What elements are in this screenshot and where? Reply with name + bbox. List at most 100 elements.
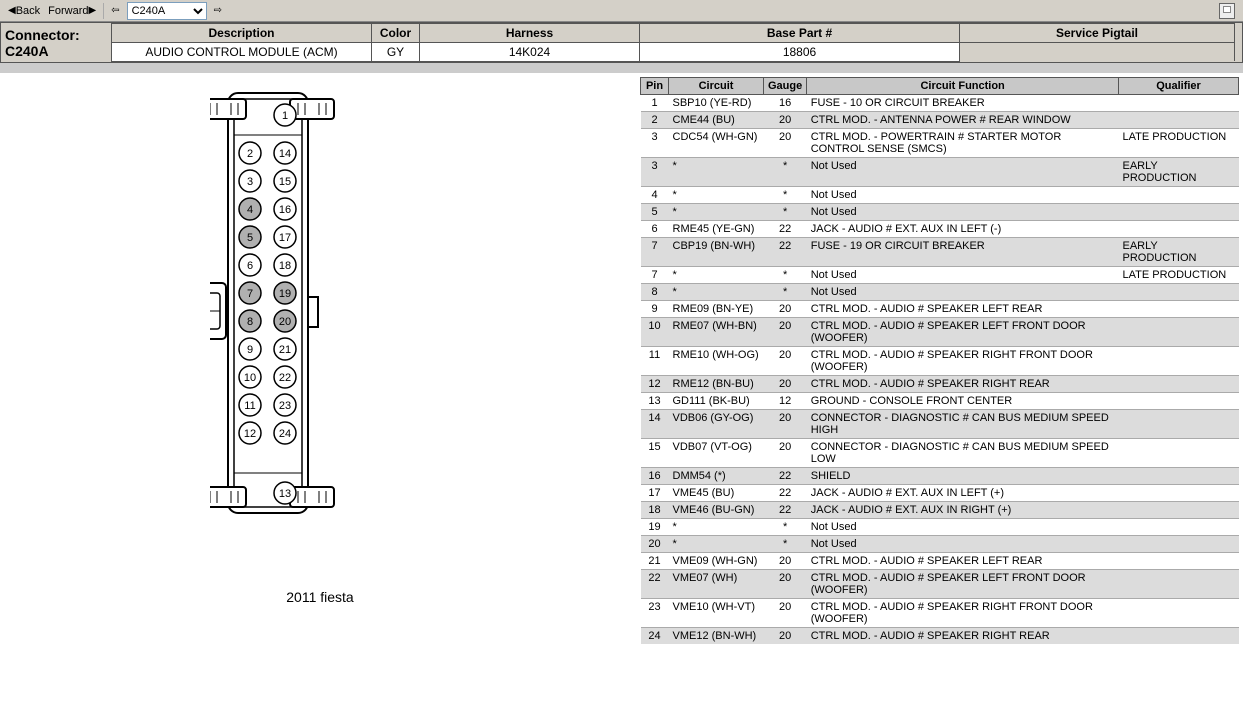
table-cell: 20 <box>764 112 807 129</box>
pin-label: 21 <box>279 344 291 356</box>
table-row: 16DMM54 (*)22SHIELD <box>641 468 1239 485</box>
table-cell: CTRL MOD. - AUDIO # SPEAKER RIGHT FRONT … <box>807 599 1119 628</box>
next-arrow-icon: ⇨ <box>214 6 222 16</box>
table-cell <box>1119 393 1239 410</box>
toolbar: ◀ Back Forward ▶ ⇦ C240A ⇨ <box>0 0 1243 22</box>
connector-label-text: Connector: <box>5 27 107 43</box>
table-row: 11RME10 (WH-OG)20CTRL MOD. - AUDIO # SPE… <box>641 347 1239 376</box>
next-connector-button[interactable]: ⇨ <box>210 6 226 16</box>
forward-arrow-icon: ▶ <box>89 6 97 16</box>
table-cell: 6 <box>641 221 669 238</box>
header-col-color: Color <box>372 24 420 43</box>
table-cell: GD111 (BK-BU) <box>669 393 764 410</box>
table-cell: VDB07 (VT-OG) <box>669 439 764 468</box>
table-cell: CONNECTOR - DIAGNOSTIC # CAN BUS MEDIUM … <box>807 410 1119 439</box>
table-cell: 11 <box>641 347 669 376</box>
table-cell: 20 <box>764 318 807 347</box>
table-cell: Not Used <box>807 519 1119 536</box>
pin-label: 24 <box>279 428 291 440</box>
table-cell: Not Used <box>807 204 1119 221</box>
table-cell: 20 <box>764 570 807 599</box>
table-cell: CME44 (BU) <box>669 112 764 129</box>
table-cell: 21 <box>641 553 669 570</box>
table-row: 2CME44 (BU)20CTRL MOD. - ANTENNA POWER #… <box>641 112 1239 129</box>
table-cell: 20 <box>641 536 669 553</box>
header-col-pigtail: Service Pigtail <box>960 24 1235 43</box>
header-col-description: Description <box>112 24 372 43</box>
back-button[interactable]: ◀ Back <box>4 5 44 17</box>
table-cell: 9 <box>641 301 669 318</box>
table-cell: 20 <box>764 599 807 628</box>
table-cell: 10 <box>641 318 669 347</box>
table-cell: 22 <box>764 221 807 238</box>
pins-header-pin: Pin <box>641 78 669 95</box>
table-cell: 20 <box>764 553 807 570</box>
pin-label: 14 <box>279 148 291 160</box>
connector-dropdown[interactable]: C240A <box>127 2 207 20</box>
table-cell: 12 <box>764 393 807 410</box>
table-cell <box>1119 570 1239 599</box>
table-row: 4**Not Used <box>641 187 1239 204</box>
table-row: 3**Not UsedEARLY PRODUCTION <box>641 158 1239 187</box>
table-cell: * <box>669 284 764 301</box>
table-cell: CTRL MOD. - ANTENNA POWER # REAR WINDOW <box>807 112 1119 129</box>
table-row: 19**Not Used <box>641 519 1239 536</box>
table-cell: 3 <box>641 158 669 187</box>
table-cell <box>1119 536 1239 553</box>
table-cell: 22 <box>641 570 669 599</box>
table-cell: JACK - AUDIO # EXT. AUX IN RIGHT (+) <box>807 502 1119 519</box>
table-cell <box>1119 187 1239 204</box>
prev-arrow-icon: ⇦ <box>111 6 119 16</box>
table-cell: 22 <box>764 502 807 519</box>
table-cell: 22 <box>764 238 807 267</box>
pins-header-qual: Qualifier <box>1119 78 1239 95</box>
table-cell: * <box>764 536 807 553</box>
diagram-area: 123456789101112141516171819202122232413 … <box>0 73 640 648</box>
table-cell: * <box>669 536 764 553</box>
print-icon[interactable] <box>1219 3 1235 19</box>
table-cell: EARLY PRODUCTION <box>1119 238 1239 267</box>
table-cell <box>1119 628 1239 645</box>
table-cell: 20 <box>764 410 807 439</box>
table-cell: RME10 (WH-OG) <box>669 347 764 376</box>
pins-header-circuit: Circuit <box>669 78 764 95</box>
table-row: 5**Not Used <box>641 204 1239 221</box>
table-cell <box>1119 347 1239 376</box>
table-cell: 23 <box>641 599 669 628</box>
connector-id-block: Connector: C240A <box>1 23 111 62</box>
header-val-base: 18806 <box>640 43 960 62</box>
table-cell: 4 <box>641 187 669 204</box>
header-band: Connector: C240A Description Color Harne… <box>0 22 1243 63</box>
table-cell: 22 <box>764 468 807 485</box>
table-cell: CTRL MOD. - AUDIO # SPEAKER LEFT REAR <box>807 301 1119 318</box>
table-cell: 24 <box>641 628 669 645</box>
pins-header-gauge: Gauge <box>764 78 807 95</box>
table-cell <box>1119 502 1239 519</box>
table-cell <box>1119 376 1239 393</box>
table-cell: * <box>669 204 764 221</box>
pinout-area: Pin Circuit Gauge Circuit Function Quali… <box>640 73 1243 648</box>
prev-connector-button[interactable]: ⇦ <box>107 6 123 16</box>
table-cell <box>1119 553 1239 570</box>
table-cell: SBP10 (YE-RD) <box>669 95 764 112</box>
forward-button[interactable]: Forward ▶ <box>44 5 100 17</box>
table-row: 21VME09 (WH-GN)20CTRL MOD. - AUDIO # SPE… <box>641 553 1239 570</box>
table-cell: * <box>764 158 807 187</box>
table-cell: 17 <box>641 485 669 502</box>
pin-label: 18 <box>279 260 291 272</box>
pin-label: 17 <box>279 232 291 244</box>
table-cell: VME10 (WH-VT) <box>669 599 764 628</box>
table-row: 17VME45 (BU)22JACK - AUDIO # EXT. AUX IN… <box>641 485 1239 502</box>
table-cell <box>1119 519 1239 536</box>
connector-diagram: 123456789101112141516171819202122232413 <box>210 83 430 583</box>
table-cell: 20 <box>764 129 807 158</box>
back-label: Back <box>16 5 40 17</box>
pin-label: 1 <box>282 110 288 122</box>
pin-label: 19 <box>279 288 291 300</box>
table-cell <box>1119 204 1239 221</box>
connector-id-text: C240A <box>5 43 107 59</box>
table-cell: JACK - AUDIO # EXT. AUX IN LEFT (-) <box>807 221 1119 238</box>
table-row: 14VDB06 (GY-OG)20CONNECTOR - DIAGNOSTIC … <box>641 410 1239 439</box>
table-cell: 20 <box>764 628 807 645</box>
table-cell: 16 <box>764 95 807 112</box>
